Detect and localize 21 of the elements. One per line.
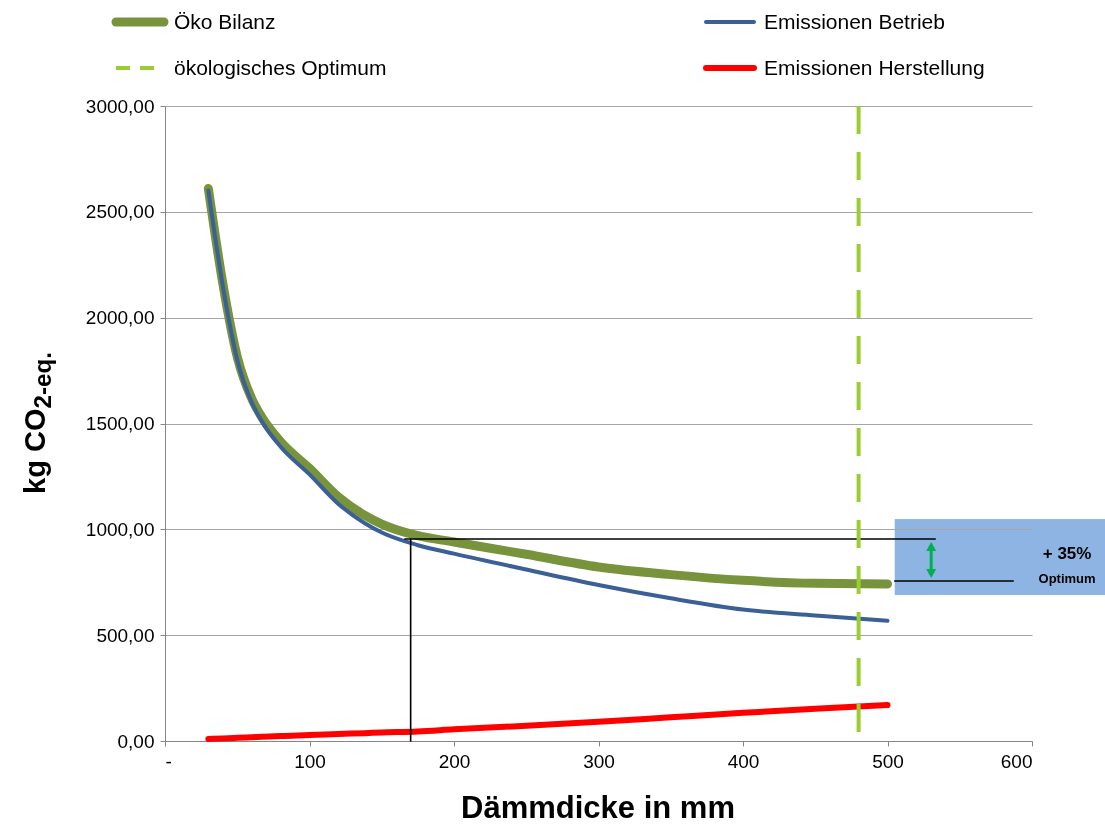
x-tick-label: 100 [294, 750, 326, 772]
x-tick-label: 600 [1000, 750, 1033, 772]
y-tick-label: 500,00 [96, 624, 155, 646]
legend-label: Emissionen Betrieb [764, 10, 945, 34]
x-tick-label: 300 [583, 750, 615, 772]
x-tick-label: 500 [872, 750, 904, 772]
y-tick-label: 2000,00 [85, 307, 155, 329]
x-axis-title: Dämmdicke in mm [461, 790, 735, 826]
x-tick-label: - [165, 750, 172, 772]
y-tick-label: 1500,00 [85, 413, 155, 434]
text: + 35% [1042, 544, 1092, 564]
text: Optimum [1038, 570, 1096, 586]
x-tick-label: 400 [727, 750, 760, 772]
legend-label: Emissionen Herstellung [764, 56, 985, 80]
legend-label: Öko Bilanz [174, 10, 276, 34]
y-tick-label: 0,00 [117, 730, 155, 752]
y-tick-label: 3000,00 [85, 95, 155, 117]
y-tick-label: 2500,00 [85, 201, 155, 223]
x-tick-label: 200 [438, 750, 471, 772]
legend-label: ökologisches Optimum [174, 56, 387, 80]
y-tick-label: 1000,00 [85, 518, 155, 540]
